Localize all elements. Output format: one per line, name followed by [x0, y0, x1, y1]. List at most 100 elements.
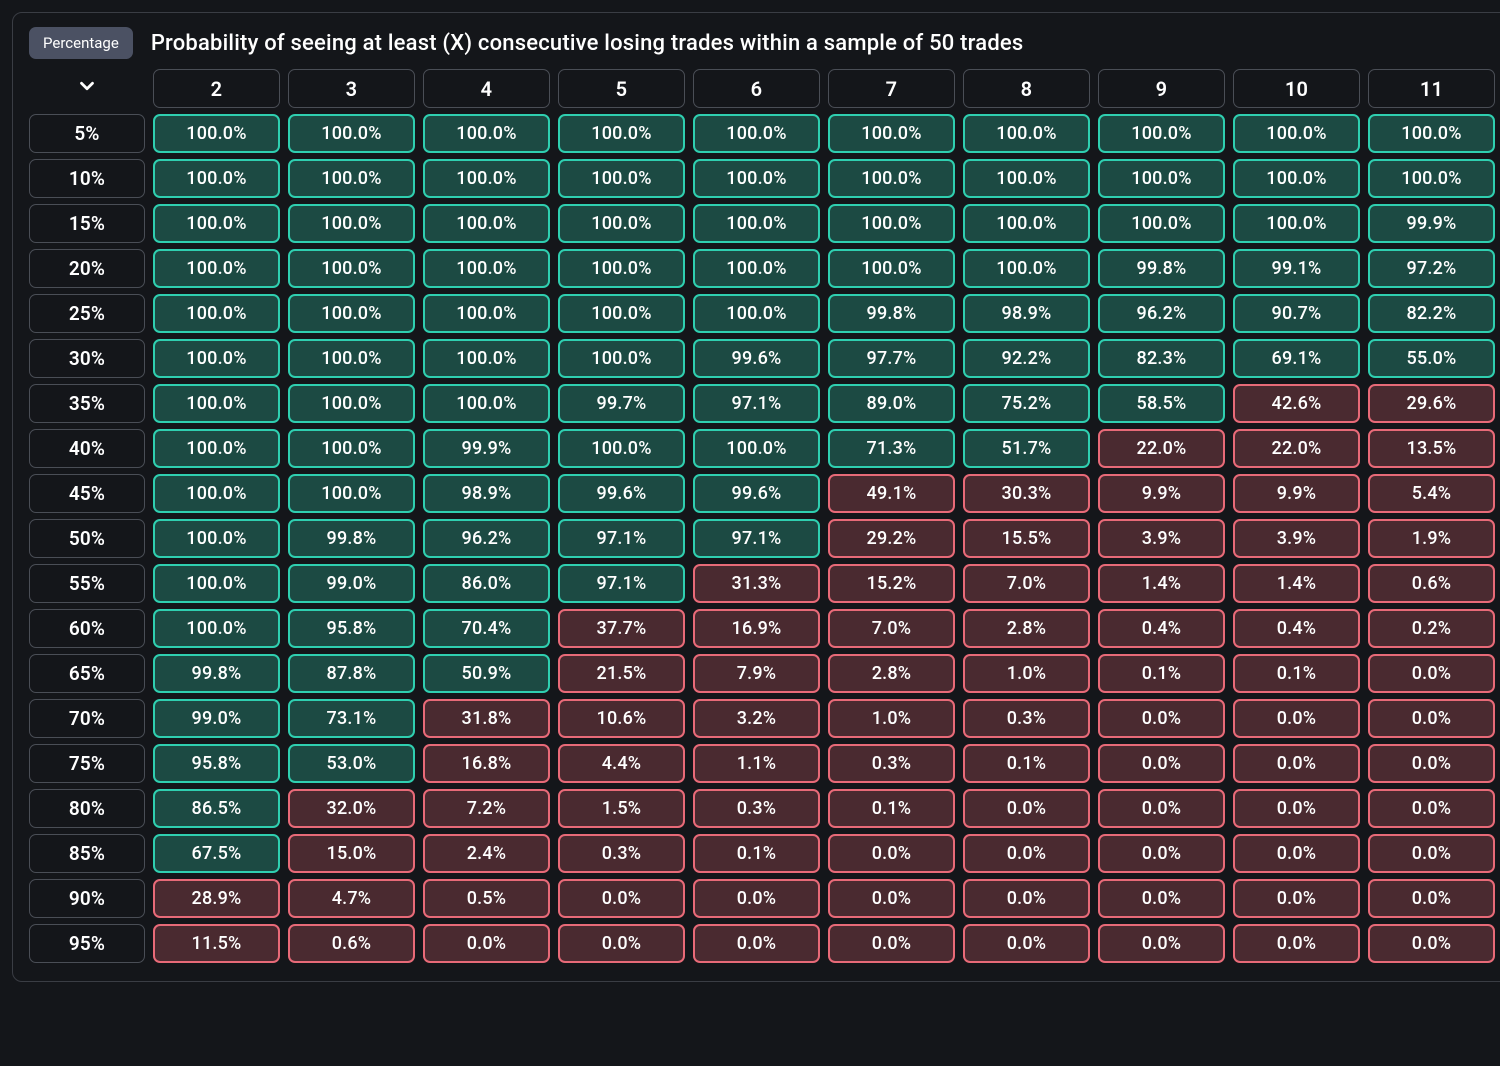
data-cell: 95.8%: [153, 744, 280, 783]
data-cell: 7.9%: [693, 654, 820, 693]
data-cell: 100.0%: [288, 114, 415, 153]
data-cell: 2.4%: [423, 834, 550, 873]
data-cell: 0.0%: [1233, 924, 1360, 963]
data-cell: 0.0%: [1233, 789, 1360, 828]
data-cell: 7.2%: [423, 789, 550, 828]
probability-grid: 2345678910115%100.0%100.0%100.0%100.0%10…: [29, 69, 1495, 963]
row-header: 70%: [29, 699, 145, 738]
data-cell: 100.0%: [1368, 159, 1495, 198]
data-cell: 100.0%: [288, 339, 415, 378]
data-cell: 69.1%: [1233, 339, 1360, 378]
data-cell: 99.8%: [153, 654, 280, 693]
row-header: 50%: [29, 519, 145, 558]
data-cell: 0.3%: [963, 699, 1090, 738]
data-cell: 100.0%: [288, 384, 415, 423]
data-cell: 0.2%: [1368, 609, 1495, 648]
data-cell: 42.6%: [1233, 384, 1360, 423]
data-cell: 16.8%: [423, 744, 550, 783]
data-cell: 100.0%: [153, 114, 280, 153]
data-cell: 71.3%: [828, 429, 955, 468]
row-header: 15%: [29, 204, 145, 243]
probability-table-panel: Percentage Probability of seeing at leas…: [12, 12, 1500, 982]
row-header: 45%: [29, 474, 145, 513]
data-cell: 0.0%: [1098, 924, 1225, 963]
data-cell: 0.0%: [963, 834, 1090, 873]
data-cell: 0.0%: [693, 879, 820, 918]
data-cell: 100.0%: [828, 159, 955, 198]
data-cell: 0.1%: [693, 834, 820, 873]
data-cell: 100.0%: [693, 204, 820, 243]
data-cell: 100.0%: [423, 159, 550, 198]
data-cell: 15.5%: [963, 519, 1090, 558]
data-cell: 0.1%: [963, 744, 1090, 783]
data-cell: 0.0%: [1233, 744, 1360, 783]
data-cell: 51.7%: [963, 429, 1090, 468]
data-cell: 100.0%: [423, 384, 550, 423]
data-cell: 100.0%: [288, 474, 415, 513]
data-cell: 0.6%: [1368, 564, 1495, 603]
data-cell: 86.0%: [423, 564, 550, 603]
data-cell: 100.0%: [963, 159, 1090, 198]
data-cell: 100.0%: [153, 564, 280, 603]
data-cell: 100.0%: [828, 249, 955, 288]
data-cell: 1.5%: [558, 789, 685, 828]
data-cell: 95.8%: [288, 609, 415, 648]
column-header: 4: [423, 69, 550, 108]
data-cell: 100.0%: [1098, 114, 1225, 153]
sort-toggle[interactable]: [29, 69, 145, 108]
data-cell: 21.5%: [558, 654, 685, 693]
data-cell: 100.0%: [153, 609, 280, 648]
data-cell: 50.9%: [423, 654, 550, 693]
data-cell: 37.7%: [558, 609, 685, 648]
data-cell: 10.6%: [558, 699, 685, 738]
data-cell: 100.0%: [153, 159, 280, 198]
data-cell: 100.0%: [558, 429, 685, 468]
column-header: 8: [963, 69, 1090, 108]
data-cell: 0.0%: [1233, 834, 1360, 873]
row-header: 90%: [29, 879, 145, 918]
data-cell: 100.0%: [558, 204, 685, 243]
data-cell: 4.4%: [558, 744, 685, 783]
data-cell: 0.3%: [693, 789, 820, 828]
data-cell: 0.4%: [1098, 609, 1225, 648]
data-cell: 0.3%: [828, 744, 955, 783]
data-cell: 100.0%: [423, 114, 550, 153]
column-header: 11: [1368, 69, 1495, 108]
data-cell: 0.0%: [828, 834, 955, 873]
data-cell: 99.1%: [1233, 249, 1360, 288]
data-cell: 100.0%: [693, 294, 820, 333]
data-cell: 100.0%: [153, 519, 280, 558]
row-header: 95%: [29, 924, 145, 963]
data-cell: 22.0%: [1098, 429, 1225, 468]
data-cell: 100.0%: [423, 204, 550, 243]
data-cell: 100.0%: [1098, 204, 1225, 243]
data-cell: 100.0%: [288, 294, 415, 333]
data-cell: 9.9%: [1233, 474, 1360, 513]
data-cell: 55.0%: [1368, 339, 1495, 378]
data-cell: 31.3%: [693, 564, 820, 603]
row-header: 75%: [29, 744, 145, 783]
data-cell: 11.5%: [153, 924, 280, 963]
data-cell: 0.0%: [423, 924, 550, 963]
data-cell: 100.0%: [153, 249, 280, 288]
data-cell: 0.0%: [1098, 879, 1225, 918]
mode-badge[interactable]: Percentage: [29, 27, 133, 59]
data-cell: 82.2%: [1368, 294, 1495, 333]
data-cell: 89.0%: [828, 384, 955, 423]
data-cell: 15.0%: [288, 834, 415, 873]
data-cell: 53.0%: [288, 744, 415, 783]
panel-title: Probability of seeing at least (X) conse…: [151, 31, 1024, 56]
data-cell: 3.2%: [693, 699, 820, 738]
data-cell: 99.6%: [558, 474, 685, 513]
data-cell: 0.1%: [1233, 654, 1360, 693]
data-cell: 99.0%: [288, 564, 415, 603]
data-cell: 92.2%: [963, 339, 1090, 378]
data-cell: 28.9%: [153, 879, 280, 918]
data-cell: 0.0%: [1368, 834, 1495, 873]
data-cell: 1.9%: [1368, 519, 1495, 558]
row-header: 80%: [29, 789, 145, 828]
data-cell: 100.0%: [1368, 114, 1495, 153]
data-cell: 1.1%: [693, 744, 820, 783]
data-cell: 0.0%: [1368, 654, 1495, 693]
data-cell: 96.2%: [1098, 294, 1225, 333]
